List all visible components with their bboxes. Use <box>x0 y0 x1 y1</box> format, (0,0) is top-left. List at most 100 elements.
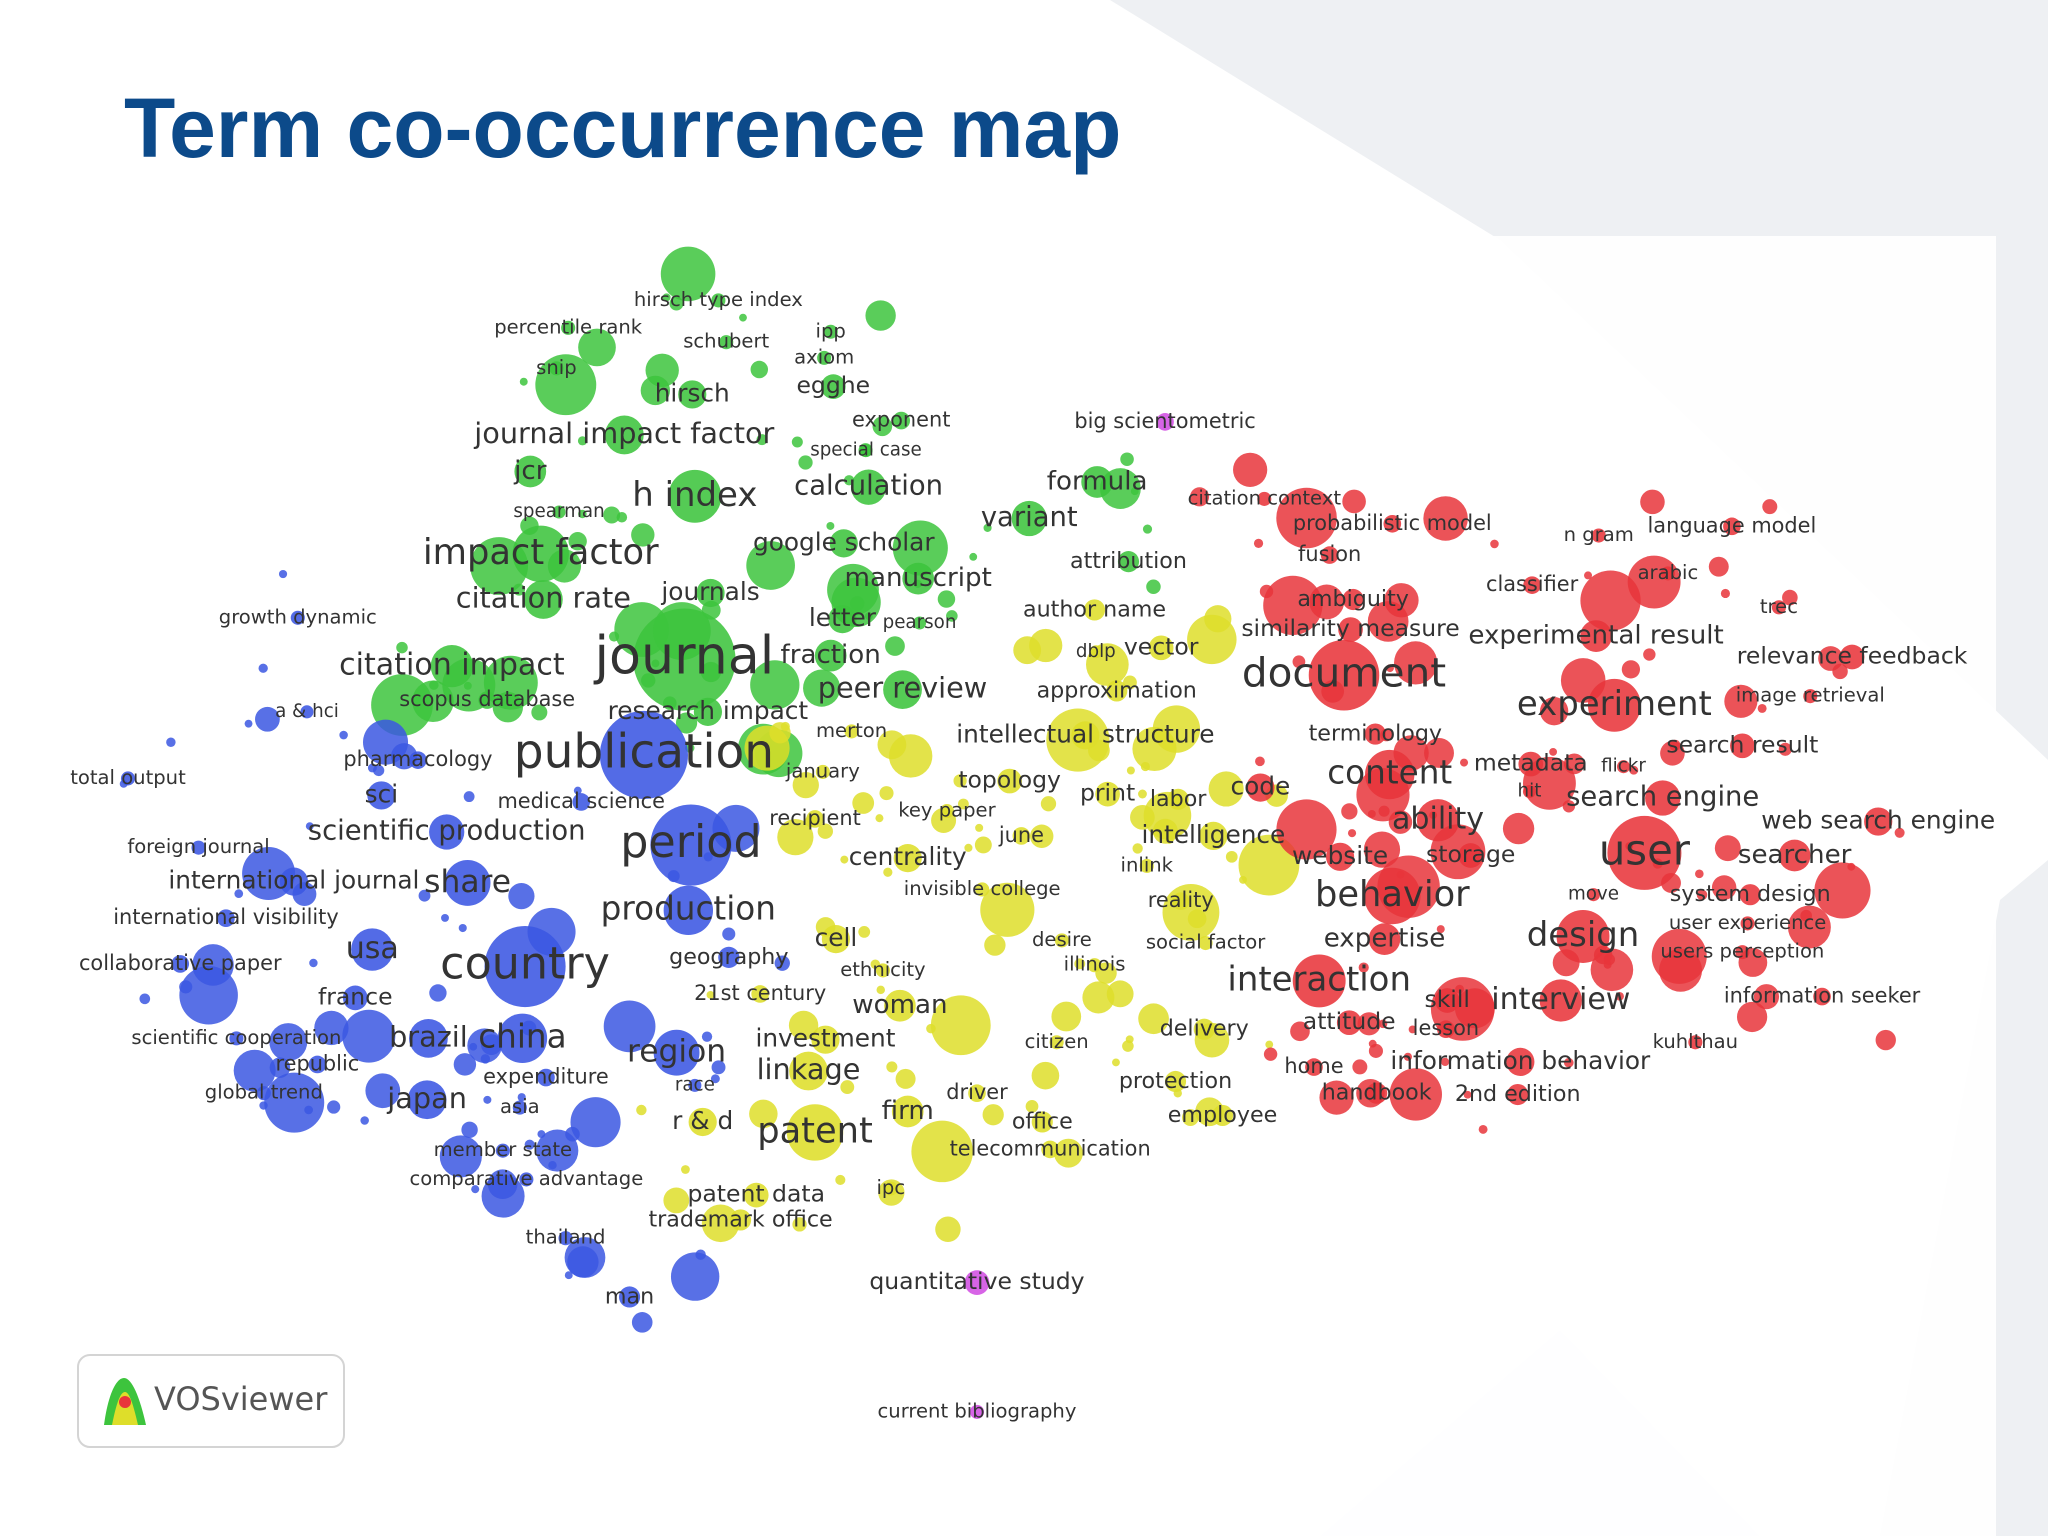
bubble <box>233 1049 276 1092</box>
term-label: patent <box>757 1110 873 1151</box>
bubble <box>1640 489 1665 515</box>
term-label: illinois <box>1064 953 1126 976</box>
bubble <box>1338 617 1363 642</box>
bubble <box>652 602 711 660</box>
bubble <box>1319 1080 1354 1115</box>
bubble <box>743 1182 769 1208</box>
term-label: classifier <box>1486 572 1579 596</box>
bubble <box>703 852 713 862</box>
bubble <box>1263 575 1323 635</box>
term-label: cell <box>815 923 858 952</box>
bubble <box>1377 855 1440 918</box>
bubble <box>756 434 768 446</box>
bubble <box>1040 796 1057 812</box>
term-label: quantitative study <box>869 1267 1084 1295</box>
bubble <box>1138 1003 1169 1035</box>
bubble <box>1054 933 1069 948</box>
bubble <box>1522 756 1576 810</box>
bubble <box>1616 760 1631 774</box>
bubble <box>467 1028 502 1063</box>
term-label: intellectual structure <box>956 719 1214 748</box>
term-label: kuhlthau <box>1653 1030 1738 1053</box>
bubble <box>1099 468 1141 509</box>
term-label: flickr <box>1601 756 1646 777</box>
bubble <box>798 455 813 470</box>
bubble <box>968 1084 986 1103</box>
bubble <box>461 1121 478 1139</box>
bubble <box>1424 737 1454 768</box>
bubble <box>264 1072 325 1133</box>
bubble <box>663 885 714 936</box>
bubble <box>892 411 911 430</box>
bubble <box>792 771 819 799</box>
bubble <box>327 1100 341 1114</box>
bubble <box>570 1097 621 1148</box>
bubble <box>1031 1111 1053 1133</box>
bubble <box>913 579 922 588</box>
bubble <box>519 1172 534 1187</box>
bubble <box>1625 842 1634 850</box>
logo-label: VOSviewer <box>154 1380 328 1418</box>
bubble <box>1189 487 1210 507</box>
bubble <box>441 913 449 922</box>
bubble <box>1539 979 1582 1022</box>
bubble <box>1661 873 1681 893</box>
bubble <box>895 1068 916 1089</box>
bubble <box>367 781 396 810</box>
term-label: recipient <box>769 806 861 830</box>
term-label: home <box>1284 1054 1343 1078</box>
bubble <box>429 984 447 1002</box>
term-label: experiment <box>1517 684 1712 724</box>
bubble <box>1696 889 1708 901</box>
bubble <box>1130 804 1155 830</box>
term-label: journals <box>660 577 759 606</box>
bubble <box>1813 987 1831 1006</box>
term-label: journal impact factor <box>473 416 774 450</box>
bubble <box>789 1051 828 1091</box>
bubble <box>1356 768 1410 822</box>
bubble <box>817 350 832 365</box>
bubble <box>578 328 616 367</box>
bubble <box>429 814 465 850</box>
bubble <box>1085 643 1129 686</box>
term-label: r & d <box>672 1106 733 1135</box>
bubble <box>536 1129 579 1172</box>
term-label: firm <box>882 1096 934 1126</box>
bubble <box>339 730 348 740</box>
bubble <box>618 1286 641 1308</box>
bubble <box>1736 1001 1768 1033</box>
bubble <box>739 313 747 322</box>
bubble <box>229 1031 244 1046</box>
term-label: region <box>627 1034 726 1070</box>
term-label: n gram <box>1564 523 1634 546</box>
bubble <box>636 1104 647 1116</box>
term-label: system design <box>1670 881 1831 907</box>
term-label: handbook <box>1322 1080 1432 1106</box>
bubble <box>701 1204 740 1243</box>
bubble <box>1140 761 1150 772</box>
term-label: snip <box>536 356 576 379</box>
term-label: asia <box>500 1095 540 1118</box>
bubble <box>471 1185 480 1194</box>
bubble <box>701 600 721 620</box>
bubble <box>578 509 587 519</box>
term-label: trademark office <box>648 1206 832 1232</box>
bubble <box>463 681 472 690</box>
term-label: metadata <box>1474 749 1588 777</box>
bubble <box>1263 1047 1278 1061</box>
bubble <box>749 1099 778 1129</box>
bubble <box>1132 843 1143 854</box>
bubble <box>1194 1022 1230 1058</box>
bubble <box>1342 588 1364 611</box>
term-label: user experience <box>1669 911 1826 934</box>
term-label: hirsch <box>655 378 730 407</box>
bubble <box>1164 1070 1187 1093</box>
term-label: fusion <box>1298 542 1361 566</box>
bubble <box>883 670 922 710</box>
bubble <box>829 529 858 558</box>
term-label: h index <box>632 475 757 515</box>
bubble <box>870 959 881 970</box>
bubble <box>363 719 409 765</box>
bubble <box>669 296 684 311</box>
bubble <box>667 870 680 883</box>
